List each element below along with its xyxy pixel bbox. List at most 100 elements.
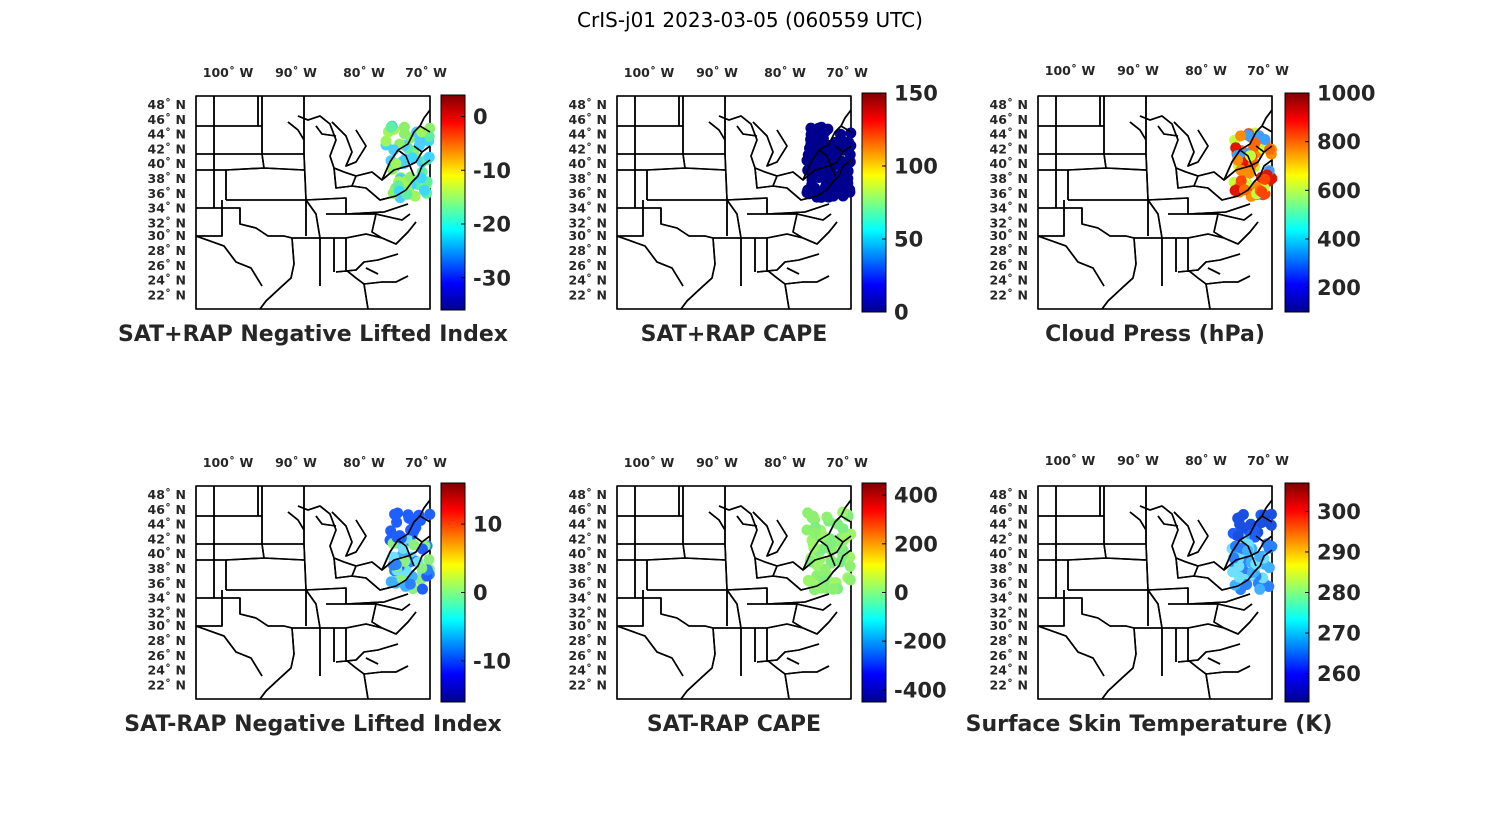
- lat-tick-label: 24˚ N: [569, 273, 607, 288]
- observation-point: [802, 152, 814, 164]
- map: [1037, 95, 1278, 310]
- panel-5: 100˚ W 90˚ W 80˚ W 70˚ W 48˚ N46˚ N44˚ N42˚ …: [569, 455, 947, 737]
- observation-point: [809, 527, 821, 539]
- lat-tick-label: 22˚ N: [990, 287, 1028, 302]
- observation-point: [424, 508, 436, 520]
- map-frame: [1037, 95, 1273, 310]
- lat-tick-label: 22˚ N: [569, 677, 607, 692]
- lon-tick-label: 70˚ W: [1247, 63, 1289, 78]
- lat-tick-label: 26˚ N: [569, 258, 607, 273]
- lat-tick-label: 28˚ N: [990, 633, 1028, 648]
- lat-tick-label: 32˚ N: [148, 605, 186, 620]
- lon-tick-label: 90˚ W: [1117, 453, 1159, 468]
- observation-point: [1229, 185, 1241, 196]
- lat-tick-label: 30˚ N: [990, 618, 1028, 633]
- lon-tick-label: 70˚ W: [405, 455, 447, 470]
- lat-tick-label: 34˚ N: [990, 591, 1028, 606]
- panel-2: 100˚ W 90˚ W 80˚ W 70˚ W 48˚ N46˚ N44˚ N42˚ …: [569, 65, 938, 347]
- lat-tick-label: 46˚ N: [569, 502, 607, 517]
- observation-point: [1239, 184, 1250, 196]
- map: [195, 485, 436, 700]
- colorbar-frame: [440, 94, 466, 311]
- lat-tick-label: 36˚ N: [569, 186, 607, 201]
- lat-tick-label: 40˚ N: [148, 546, 186, 561]
- lat-tick-label: 48˚ N: [569, 97, 607, 112]
- lat-tick-label: 44˚ N: [569, 517, 607, 532]
- observation-point: [835, 184, 847, 196]
- colorbar-tick-label: 0: [894, 301, 909, 325]
- observation-point: [1246, 566, 1258, 578]
- observation-point: [406, 152, 418, 164]
- lat-tick-label: 42˚ N: [148, 531, 186, 546]
- colorbar-tick-label: 0: [473, 581, 488, 605]
- panel-6: 100˚ W 90˚ W 80˚ W 70˚ W 48˚ N46˚ N44˚ N42˚ …: [966, 453, 1361, 737]
- observation-point: [404, 578, 416, 590]
- observation-point: [813, 122, 825, 134]
- observation-point: [1263, 562, 1275, 574]
- panel-4: 100˚ W 90˚ W 80˚ W 70˚ W 48˚ N46˚ N44˚ N42˚ …: [124, 455, 511, 737]
- panel-title: SAT-RAP CAPE: [647, 712, 821, 737]
- lat-tick-label: 36˚ N: [148, 576, 186, 591]
- panels-layer: 100˚ W 90˚ W 80˚ W 70˚ W48˚ N46˚ N44˚ N42˚ …: [118, 63, 1375, 737]
- colorbar-frame: [1284, 92, 1310, 313]
- lat-tick-label: 30˚ N: [569, 228, 607, 243]
- lon-tick-label: 80˚ W: [764, 65, 806, 80]
- lon-tick-label: 70˚ W: [826, 455, 868, 470]
- colorbar: [862, 93, 886, 312]
- colorbar-tick-label: 290: [1317, 540, 1361, 564]
- observation-point: [835, 128, 846, 140]
- lat-tick-label: 30˚ N: [569, 618, 607, 633]
- state-boundaries-overlay: [1037, 486, 1273, 700]
- lat-tick-label: 28˚ N: [569, 633, 607, 648]
- lon-tick-label: 80˚ W: [1185, 63, 1227, 78]
- lat-tick-label: 40˚ N: [569, 156, 607, 171]
- observation-point: [807, 183, 819, 195]
- observation-point: [802, 575, 814, 586]
- lon-tick-label: 100˚ W: [624, 65, 675, 80]
- lat-tick-label: 22˚ N: [148, 287, 186, 302]
- panel-title: SAT-RAP Negative Lifted Index: [124, 712, 501, 737]
- state-boundaries-overlay: [616, 96, 852, 310]
- lon-tick-label: 100˚ W: [624, 455, 675, 470]
- colorbar-tick-label: -20: [473, 213, 511, 237]
- colorbar-tick-label: 200: [894, 532, 938, 556]
- lat-tick-label: 28˚ N: [148, 633, 186, 648]
- colorbar-tick-label: 0: [894, 581, 909, 605]
- map: [616, 95, 857, 310]
- lat-tick-label: 32˚ N: [148, 215, 186, 230]
- lat-tick-label: 40˚ N: [990, 156, 1028, 171]
- state-boundaries-overlay: [195, 96, 431, 310]
- lat-tick-label: 48˚ N: [990, 97, 1028, 112]
- observation-point: [820, 172, 832, 184]
- lat-tick-label: 34˚ N: [569, 201, 607, 216]
- colorbar-frame: [861, 92, 887, 313]
- lat-tick-label: 40˚ N: [569, 546, 607, 561]
- observation-point: [819, 563, 831, 575]
- observation-point: [415, 172, 427, 184]
- colorbar-tick-label: -10: [473, 159, 511, 183]
- panel-3: 100˚ W 90˚ W 80˚ W 70˚ W 48˚ N46˚ N44˚ N42˚ …: [990, 63, 1376, 347]
- observation-point: [820, 190, 832, 202]
- lon-tick-label: 80˚ W: [343, 65, 385, 80]
- figure-title: CrIS-j01 2023-03-05 (060559 UTC): [577, 8, 923, 32]
- lat-tick-label: 42˚ N: [990, 141, 1028, 156]
- lat-tick-label: 48˚ N: [569, 487, 607, 502]
- observation-point: [835, 160, 847, 172]
- observation-point: [1254, 583, 1266, 595]
- observation-point: [837, 549, 849, 561]
- observation-point: [1259, 134, 1271, 145]
- lat-tick-label: 26˚ N: [990, 648, 1028, 663]
- lat-tick-label: 40˚ N: [990, 546, 1028, 561]
- lat-tick-label: 26˚ N: [569, 648, 607, 663]
- lat-tick-label: 38˚ N: [990, 171, 1028, 186]
- observation-point: [398, 121, 410, 133]
- lat-tick-label: 22˚ N: [990, 677, 1028, 692]
- lon-tick-label: 100˚ W: [1045, 63, 1096, 78]
- panel-title: SAT+RAP CAPE: [641, 322, 828, 347]
- lat-tick-label: 46˚ N: [148, 112, 186, 127]
- colorbar-tick-label: 300: [1317, 500, 1361, 524]
- lat-tick-label: 38˚ N: [569, 561, 607, 576]
- observation-point: [1235, 130, 1247, 142]
- lat-tick-label: 34˚ N: [148, 591, 186, 606]
